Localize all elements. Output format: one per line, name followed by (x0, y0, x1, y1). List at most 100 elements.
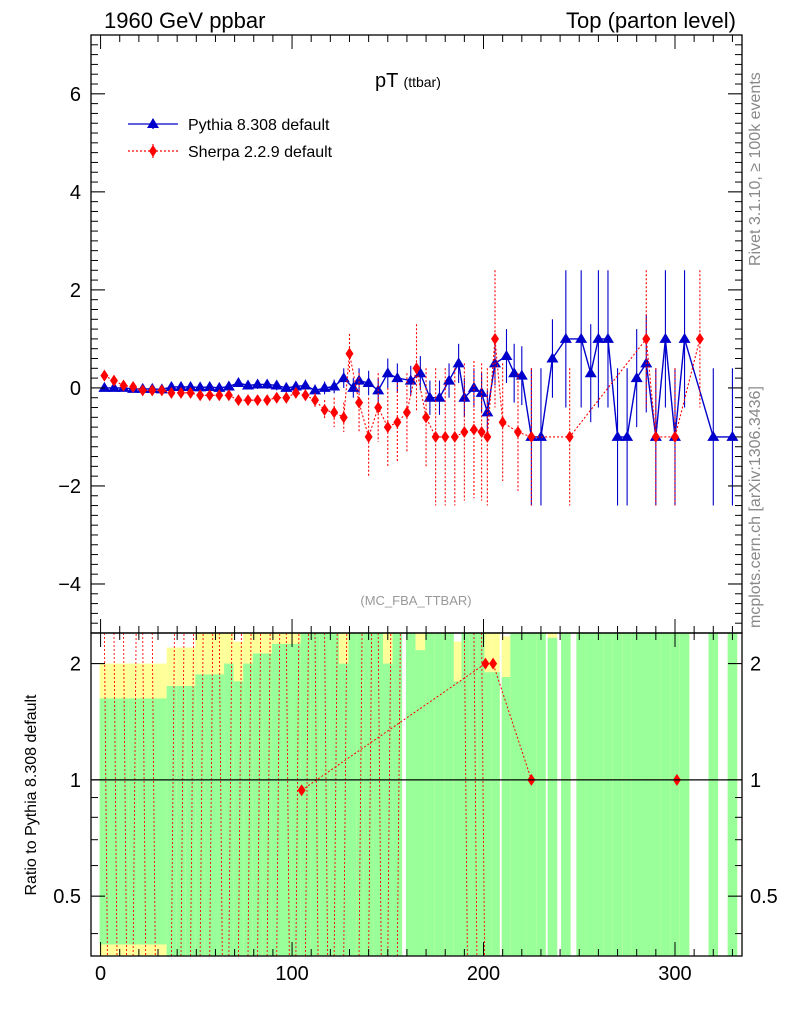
legend-label-pythia: Pythia 8.308 default (188, 117, 330, 134)
data-point (404, 374, 417, 385)
ratio-sherpa-offscale (276, 633, 281, 956)
legend-item-pythia: Pythia 8.308 default (128, 117, 330, 134)
ratio-band-inner (576, 633, 586, 956)
analysis-label: (MC_FBA_TTBAR) (360, 593, 471, 608)
axes: −4 −2 0 2 4 6 0 100 200 300 0.5 0.5 1 1 2 2 (53, 35, 778, 985)
ratio-band-inner (109, 698, 119, 945)
data-point (481, 406, 494, 417)
ratio-sherpa-offscale (387, 633, 392, 956)
ratio-band-inner (233, 681, 244, 956)
data-point (263, 394, 272, 407)
ratio-band-inner (622, 633, 632, 956)
ratio-band-inner (415, 650, 426, 956)
data-point (345, 347, 354, 360)
ratio-band-inner (99, 698, 110, 945)
data-point (374, 401, 383, 414)
ratio-band-inner (547, 637, 558, 956)
ratio-band-inner (425, 633, 435, 956)
data-point (670, 430, 679, 443)
ratio-sherpa-offscale (343, 633, 348, 956)
ratio-band-inner (281, 643, 292, 956)
main-series (98, 270, 739, 506)
ratio-sherpa-offscale (481, 633, 486, 956)
ratio-sherpa-offscale (333, 633, 338, 956)
ratio-y-tick-label: 0.5 (53, 886, 81, 908)
data-point (362, 377, 375, 388)
ratio-band-inner (147, 698, 158, 945)
ratio-band-inner (679, 633, 690, 956)
data-point (272, 391, 281, 404)
ratio-sherpa-offscale (218, 633, 223, 956)
x-tick-label: 300 (658, 963, 691, 985)
ratio-band-inner (585, 633, 595, 956)
ratio-band-inner (461, 633, 470, 956)
data-point (414, 367, 427, 378)
data-point (500, 350, 513, 361)
data-point (402, 406, 411, 419)
data-point (412, 362, 421, 375)
ratio-band-inner (157, 698, 167, 945)
x-tick-label: 200 (467, 963, 500, 985)
ratio-band-inner (166, 685, 177, 956)
ratio-band-inner (118, 698, 129, 945)
main-title: pT (ttbar) (375, 70, 441, 92)
data-point (242, 379, 255, 390)
data-point (423, 391, 436, 402)
ratio-band-inner (128, 698, 138, 945)
ratio-band-inner (536, 633, 546, 956)
data-point (186, 386, 195, 399)
ratio-y-tick-label: 1 (750, 770, 761, 792)
data-point (353, 374, 366, 385)
ratio-sherpa-offscale (123, 633, 127, 956)
data-point (291, 386, 300, 399)
data-point (100, 369, 109, 382)
data-point (491, 332, 500, 345)
ratio-sherpa-offscale (358, 633, 363, 956)
data-point (318, 381, 331, 392)
data-point (337, 372, 350, 383)
rivet-label: Rivet 3.1.10, ≥ 100k events (747, 72, 764, 266)
ratio-band-inner (526, 633, 537, 956)
data-point (381, 367, 394, 378)
data-point (422, 411, 431, 424)
ratio-band-inner (338, 663, 349, 956)
ratio-sherpa-offscale (151, 633, 156, 956)
ratio-band-inner (382, 663, 393, 956)
ratio-sherpa-offscale (132, 633, 137, 956)
data-point (452, 357, 465, 368)
ratio-sherpa-offscale (368, 633, 373, 956)
data-point (527, 430, 536, 443)
ratio-sherpa-offscale (199, 633, 204, 956)
data-point (584, 367, 597, 378)
ratio-band-inner (651, 633, 661, 956)
data-point (678, 332, 691, 343)
ratio-ylabel: Ratio to Pythia 8.308 default (23, 694, 40, 896)
data-point (621, 430, 634, 441)
ratio-band-inner (319, 633, 330, 956)
ratio-sherpa-offscale (228, 633, 233, 956)
ratio-sherpa-point (297, 784, 306, 797)
ratio-band-inner (137, 698, 148, 945)
ratio-band-inner (405, 633, 416, 956)
data-point (565, 430, 574, 443)
ratio-sherpa-offscale (180, 633, 185, 956)
data-point (469, 423, 478, 436)
data-point (330, 406, 339, 419)
data-point (441, 430, 450, 443)
data-point (498, 416, 507, 429)
ratio-band-inner (271, 643, 282, 956)
x-tick-label: 0 (95, 963, 106, 985)
y-tick-label: −4 (58, 574, 81, 596)
data-point (129, 380, 138, 393)
data-point (222, 380, 235, 391)
data-point (253, 394, 262, 407)
data-point (299, 379, 312, 390)
y-tick-label: 0 (70, 378, 81, 400)
data-point (460, 426, 469, 439)
data-point (659, 332, 672, 343)
data-point (707, 430, 720, 441)
data-point (508, 367, 521, 378)
data-point (328, 380, 341, 391)
ratio-band-inner (517, 633, 527, 956)
ratio-sherpa-offscale (396, 633, 401, 956)
